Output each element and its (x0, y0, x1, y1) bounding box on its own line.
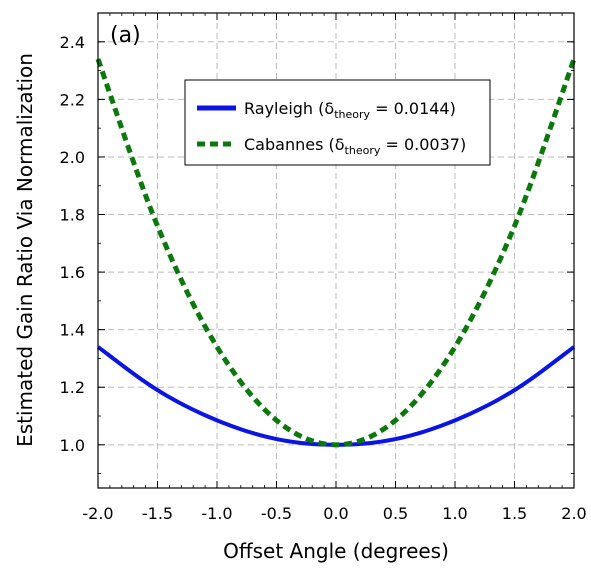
legend-label-cabannes: Cabannes (δtheory = 0.0037) (244, 135, 466, 157)
x-tick-label: 0.5 (383, 504, 408, 523)
series-line-cabannes (95, 58, 577, 448)
y-tick-label: 1.4 (60, 321, 85, 340)
legend-label-rayleigh: Rayleigh (δtheory = 0.0144) (244, 99, 456, 121)
y-axis-title: Estimated Gain Ratio Via Normalization (13, 53, 37, 447)
x-axis-title: Offset Angle (degrees) (223, 539, 449, 563)
x-tick-label: -0.5 (261, 504, 292, 523)
series-layer (95, 58, 577, 448)
x-tick-label: 0.0 (323, 504, 348, 523)
tick-labels: -2.0 -1.5 -1.0 -0.5 0.0 0.5 1.0 1.5 2.0 1.0 1.2 1.4… (60, 33, 587, 523)
x-tick-label: -1.0 (201, 504, 232, 523)
grid (98, 13, 574, 488)
x-tick-label: 2.0 (561, 504, 586, 523)
y-tick-label: 2.2 (60, 90, 85, 109)
ticks (97, 12, 575, 488)
x-tick-label: -2.0 (82, 504, 113, 523)
x-tick-label: -1.5 (142, 504, 173, 523)
y-tick-label: 1.2 (60, 378, 85, 397)
y-tick-label: 1.8 (60, 206, 85, 225)
panel-label: (a) (110, 23, 141, 48)
y-tick-label: 1.6 (60, 263, 85, 282)
legend-box (184, 79, 491, 166)
y-tick-label: 2.0 (60, 148, 85, 167)
x-tick-label: 1.5 (502, 504, 527, 523)
y-tick-label: 2.4 (60, 33, 85, 52)
y-tick-label: 1.0 (60, 436, 85, 455)
x-tick-label: 1.0 (442, 504, 467, 523)
legend: Rayleigh (δtheory = 0.0144) Cabannes (δt… (184, 79, 491, 166)
